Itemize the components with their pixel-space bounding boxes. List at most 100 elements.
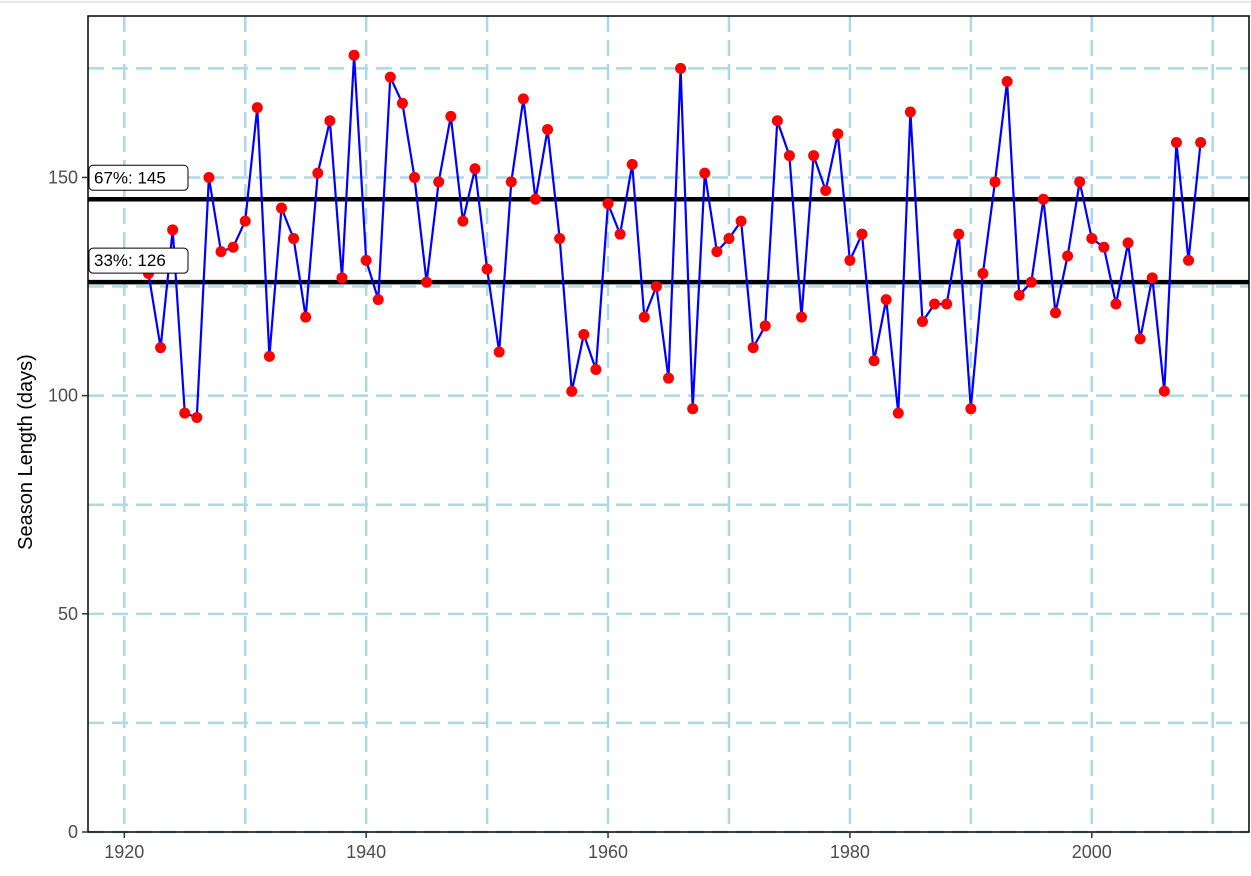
data-point	[590, 363, 602, 375]
y-tick-label: 150	[48, 167, 78, 187]
data-point	[711, 246, 723, 258]
data-point	[904, 106, 916, 118]
data-point	[554, 233, 566, 245]
x-tick-label: 1920	[104, 842, 144, 862]
x-tick-label: 1980	[830, 842, 870, 862]
series-line	[147, 54, 1202, 419]
data-point	[892, 407, 904, 419]
data-point	[929, 298, 941, 310]
x-tick-label: 1940	[346, 842, 386, 862]
data-point	[1062, 250, 1074, 262]
data-point	[808, 150, 820, 162]
data-point	[735, 215, 747, 227]
data-point	[650, 281, 662, 293]
data-point	[288, 233, 300, 245]
data-point	[542, 123, 554, 135]
data-point	[566, 385, 578, 397]
data-point	[396, 97, 408, 109]
data-point	[1086, 233, 1098, 245]
y-tick-label: 50	[58, 604, 78, 624]
data-point	[445, 110, 457, 122]
data-point	[505, 176, 517, 188]
data-point	[1195, 137, 1207, 149]
data-point	[699, 167, 711, 179]
data-point	[578, 329, 590, 341]
data-point	[167, 224, 179, 236]
data-point	[941, 298, 953, 310]
data-point	[276, 202, 287, 214]
data-point	[384, 71, 396, 83]
data-point	[844, 254, 856, 266]
data-point	[1183, 254, 1195, 266]
data-point	[203, 171, 215, 183]
data-point	[348, 49, 360, 61]
data-point	[300, 311, 312, 323]
data-point	[191, 411, 203, 423]
data-point	[687, 403, 699, 415]
data-point	[1074, 176, 1086, 188]
data-point	[1122, 237, 1134, 249]
data-point	[372, 294, 384, 306]
y-axis-title: Season Length (days)	[15, 354, 37, 550]
threshold-label-text: 33%: 126	[94, 251, 166, 270]
data-point	[880, 294, 892, 306]
plot-panel-border	[87, 15, 1250, 833]
data-point	[1110, 298, 1122, 310]
data-point	[820, 185, 832, 197]
data-point	[324, 115, 336, 127]
data-point	[759, 320, 771, 332]
data-point	[675, 62, 687, 74]
threshold-label-box	[88, 164, 189, 191]
data-point	[493, 346, 505, 358]
threshold-lines	[88, 197, 1249, 285]
data-point	[1037, 193, 1049, 205]
data-point	[1025, 276, 1037, 288]
data-point	[1134, 333, 1146, 345]
data-point	[783, 150, 795, 162]
threshold-label-box	[88, 247, 189, 274]
data-point	[796, 311, 808, 323]
data-point	[457, 215, 469, 227]
data-point	[336, 272, 348, 284]
x-tick-label: 1960	[588, 842, 628, 862]
data-point	[215, 246, 227, 258]
data-point	[771, 115, 783, 127]
data-point	[360, 254, 372, 266]
data-point	[312, 167, 324, 179]
data-point	[1170, 137, 1182, 149]
data-point	[529, 193, 541, 205]
data-point	[263, 350, 275, 362]
data-point	[155, 342, 167, 354]
threshold-labels: 67%: 145 33%: 126	[88, 164, 189, 274]
data-point	[421, 276, 433, 288]
data-point	[989, 176, 1001, 188]
data-point	[747, 342, 759, 354]
data-point	[1158, 385, 1170, 397]
threshold-label: 33%: 126	[88, 247, 189, 274]
data-point	[1013, 289, 1025, 301]
data-point	[832, 128, 844, 140]
data-point	[953, 228, 965, 240]
data-point	[856, 228, 868, 240]
data-point	[433, 176, 445, 188]
data-point	[916, 315, 928, 327]
data-point	[614, 228, 626, 240]
data-point	[517, 93, 529, 105]
data-point	[1098, 241, 1110, 253]
data-point	[239, 215, 251, 227]
y-tick-label: 0	[68, 822, 78, 842]
threshold-label: 67%: 145	[88, 164, 189, 191]
data-point	[1146, 272, 1158, 284]
data-point	[626, 158, 638, 170]
data-point	[638, 311, 650, 323]
data-point	[602, 198, 614, 210]
data-point	[1001, 75, 1013, 87]
y-tick-label: 100	[48, 386, 78, 406]
data-point	[663, 372, 674, 384]
threshold-label-text: 67%: 145	[94, 168, 166, 187]
data-point	[251, 102, 263, 114]
axes: 1920 1940 1960 1980 2000 0 50 100 150	[48, 15, 1250, 862]
data-point	[481, 263, 493, 275]
data-point	[977, 267, 989, 279]
